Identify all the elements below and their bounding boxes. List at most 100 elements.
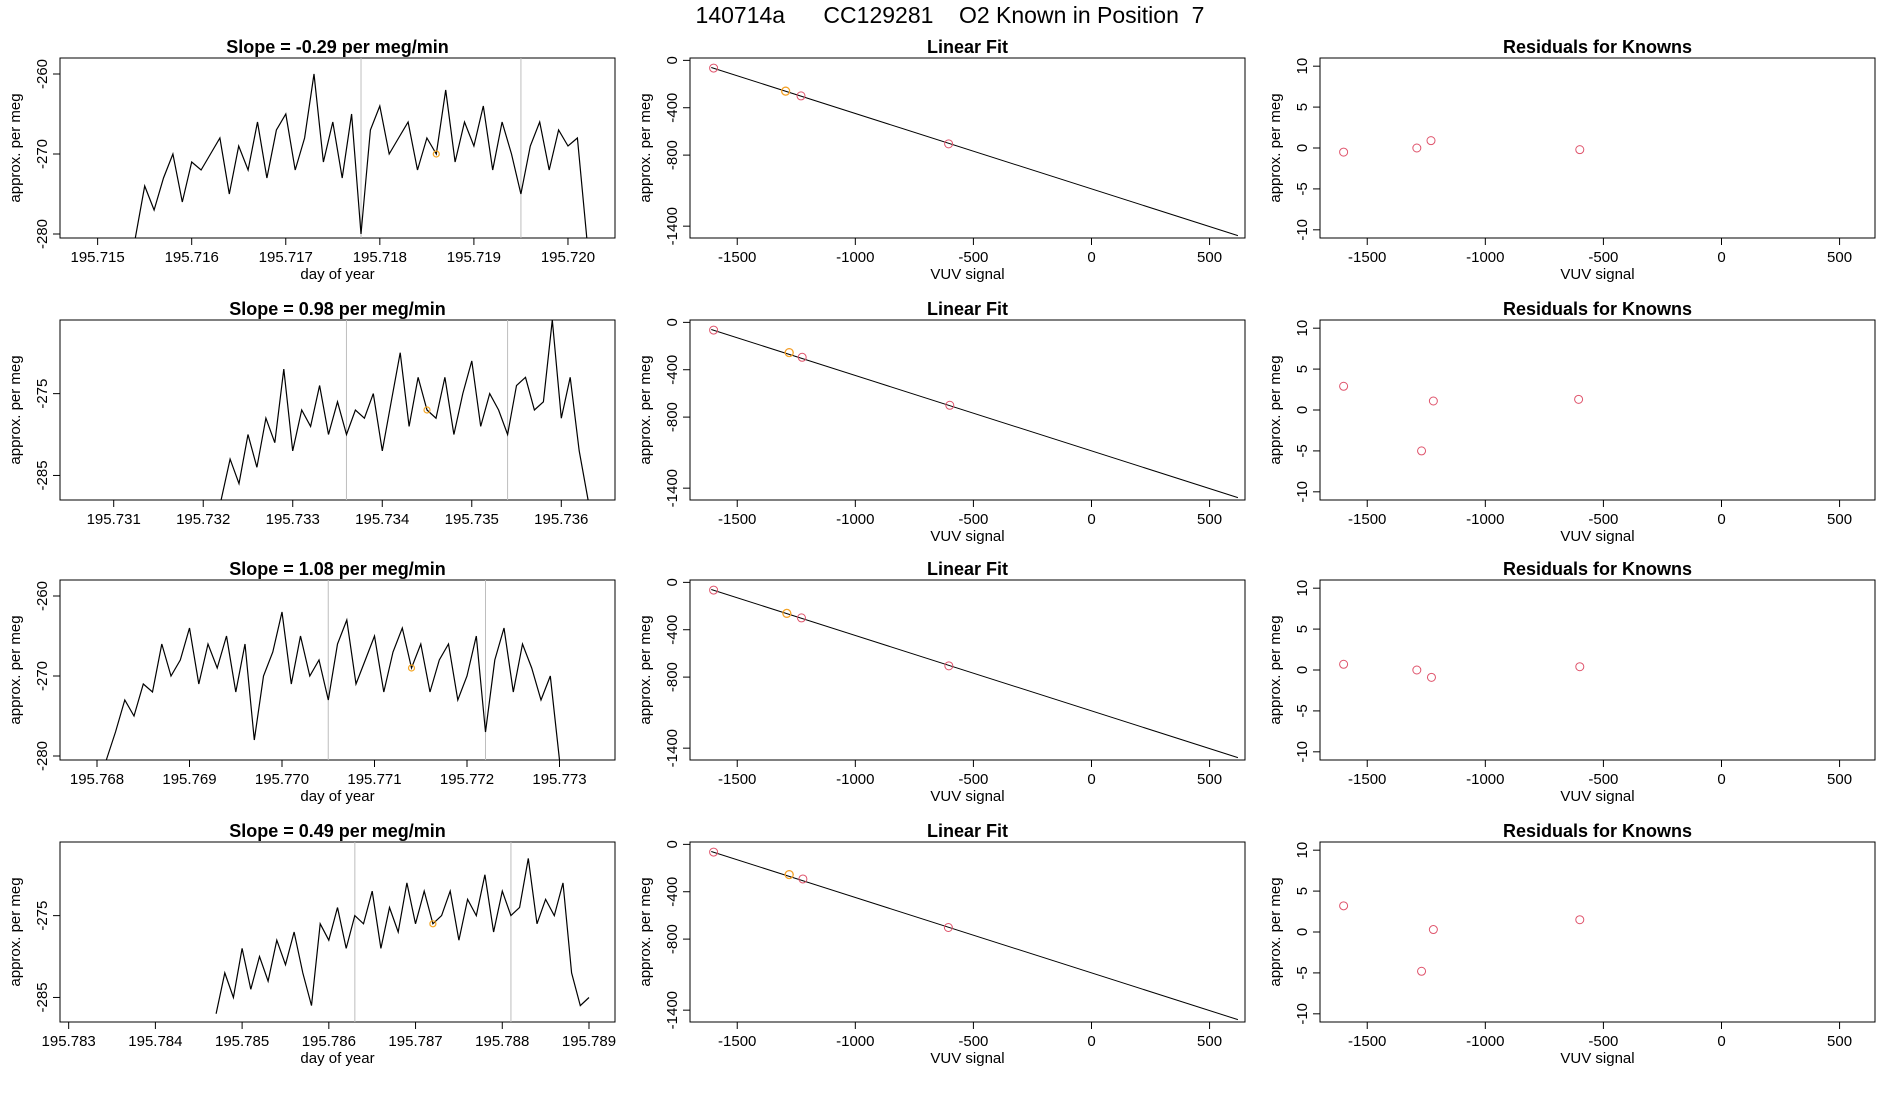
panel-title: Slope = 1.08 per meg/min xyxy=(229,559,446,579)
data-point xyxy=(1417,966,1427,976)
y-tick-label: 0 xyxy=(664,318,681,326)
x-tick-label: 0 xyxy=(1717,249,1725,266)
y-axis-label: approx. per meg xyxy=(637,615,654,724)
y-tick-label: 5 xyxy=(1294,625,1311,633)
x-tick-label: -1500 xyxy=(1348,1033,1386,1050)
y-tick-label: -800 xyxy=(664,924,681,954)
data-point xyxy=(1574,394,1584,404)
x-tick-label: -1000 xyxy=(836,771,874,788)
panel-title: Linear Fit xyxy=(927,559,1008,579)
plot-frame xyxy=(59,319,616,501)
y-tick-label: 0 xyxy=(664,578,681,586)
x-tick-label: 0 xyxy=(1087,249,1095,266)
plot-frame xyxy=(1319,841,1876,1023)
data-point xyxy=(1412,143,1422,153)
x-tick-label: -1500 xyxy=(1348,511,1386,528)
y-axis-label: approx. per meg xyxy=(1267,615,1284,724)
x-tick-label: 195.789 xyxy=(562,1033,616,1050)
x-tick-label: -500 xyxy=(958,1033,988,1050)
series-line xyxy=(215,858,590,1014)
x-tick-label: -1500 xyxy=(718,771,756,788)
x-tick-label: 195.734 xyxy=(355,511,409,528)
x-axis-label: VUV signal xyxy=(930,788,1004,805)
data-point xyxy=(944,139,954,149)
data-point xyxy=(709,585,719,595)
y-tick-label: 5 xyxy=(1294,103,1311,111)
data-point xyxy=(1428,925,1438,935)
x-tick-label: -1000 xyxy=(836,511,874,528)
x-tick-label: -500 xyxy=(1588,511,1618,528)
x-tick-label: 500 xyxy=(1827,249,1852,266)
plot-frame xyxy=(689,841,1246,1023)
y-tick-label: 5 xyxy=(1294,887,1311,895)
y-tick-label: -275 xyxy=(34,901,51,931)
x-tick-label: 195.773 xyxy=(532,771,586,788)
y-axis-label: approx. per meg xyxy=(1267,877,1284,986)
data-point xyxy=(1426,672,1436,682)
y-tick-label: -5 xyxy=(1294,966,1311,979)
y-axis-label: approx. per meg xyxy=(7,615,24,724)
x-tick-label: 0 xyxy=(1717,1033,1725,1050)
y-tick-label: -800 xyxy=(664,402,681,432)
y-tick-label: -1400 xyxy=(664,469,681,507)
x-axis-label: VUV signal xyxy=(930,266,1004,283)
x-tick-label: 195.771 xyxy=(347,771,401,788)
data-point xyxy=(943,923,953,932)
x-tick-label: 500 xyxy=(1827,1033,1852,1050)
x-axis-label: day of year xyxy=(300,788,374,805)
series-line xyxy=(105,611,561,761)
y-tick-label: -270 xyxy=(34,139,51,169)
y-tick-label: 10 xyxy=(1294,842,1311,859)
panel-row1-fit: Linear Fit -1500 -1000 -500 0 500 0 -400 -800 -14… xyxy=(637,37,1246,283)
x-tick-label: 195.768 xyxy=(70,771,124,788)
data-point xyxy=(709,63,719,73)
x-tick-label: 195.769 xyxy=(162,771,216,788)
series-line xyxy=(220,319,589,501)
data-point xyxy=(1339,381,1349,391)
plot-frame xyxy=(1319,319,1876,501)
x-tick-label: 195.736 xyxy=(534,511,588,528)
plot-frame xyxy=(1319,57,1876,239)
data-point xyxy=(1412,665,1422,675)
y-tick-label: -275 xyxy=(34,379,51,409)
panel-row3-residuals: Residuals for Knowns -1500 -1000 -500 0 500 10… xyxy=(1267,559,1876,805)
data-point xyxy=(796,91,806,101)
x-tick-label: 500 xyxy=(1827,771,1852,788)
x-tick-label: 0 xyxy=(1717,511,1725,528)
y-tick-label: 10 xyxy=(1294,580,1311,597)
panel-title: Slope = -0.29 per meg/min xyxy=(226,37,449,57)
x-tick-label: -500 xyxy=(958,249,988,266)
x-tick-label: 195.717 xyxy=(259,249,313,266)
y-tick-label: -280 xyxy=(34,741,51,771)
fit-line xyxy=(711,66,1239,237)
fit-line xyxy=(711,328,1239,499)
series-line xyxy=(134,73,588,239)
data-point xyxy=(1426,136,1436,146)
x-tick-label: -1000 xyxy=(1466,1033,1504,1050)
y-axis-label: approx. per meg xyxy=(7,877,24,986)
x-tick-label: 0 xyxy=(1087,1033,1095,1050)
x-tick-label: 195.772 xyxy=(440,771,494,788)
y-tick-label: -5 xyxy=(1294,182,1311,195)
y-tick-label: -5 xyxy=(1294,704,1311,717)
y-tick-label: -260 xyxy=(34,581,51,611)
x-tick-label: 195.788 xyxy=(475,1033,529,1050)
plot-frame xyxy=(59,57,616,239)
y-tick-label: -285 xyxy=(34,460,51,490)
x-tick-label: -1500 xyxy=(1348,249,1386,266)
x-axis-label: VUV signal xyxy=(1560,266,1634,283)
x-tick-label: 195.715 xyxy=(71,249,125,266)
y-tick-label: -1400 xyxy=(664,207,681,245)
x-tick-label: -500 xyxy=(958,771,988,788)
panel-title: Residuals for Knowns xyxy=(1503,821,1692,841)
data-point xyxy=(944,661,954,671)
data-point xyxy=(1428,396,1438,406)
data-point xyxy=(1339,147,1349,157)
y-tick-label: -260 xyxy=(34,59,51,89)
y-tick-label: -10 xyxy=(1294,219,1311,241)
data-point xyxy=(945,400,955,410)
plot-frame xyxy=(59,579,616,761)
x-axis-label: VUV signal xyxy=(1560,1050,1634,1067)
panel-row1-timeseries: Slope = -0.29 per meg/min 195.715 195.716 1… xyxy=(7,37,616,283)
x-tick-label: 195.735 xyxy=(445,511,499,528)
